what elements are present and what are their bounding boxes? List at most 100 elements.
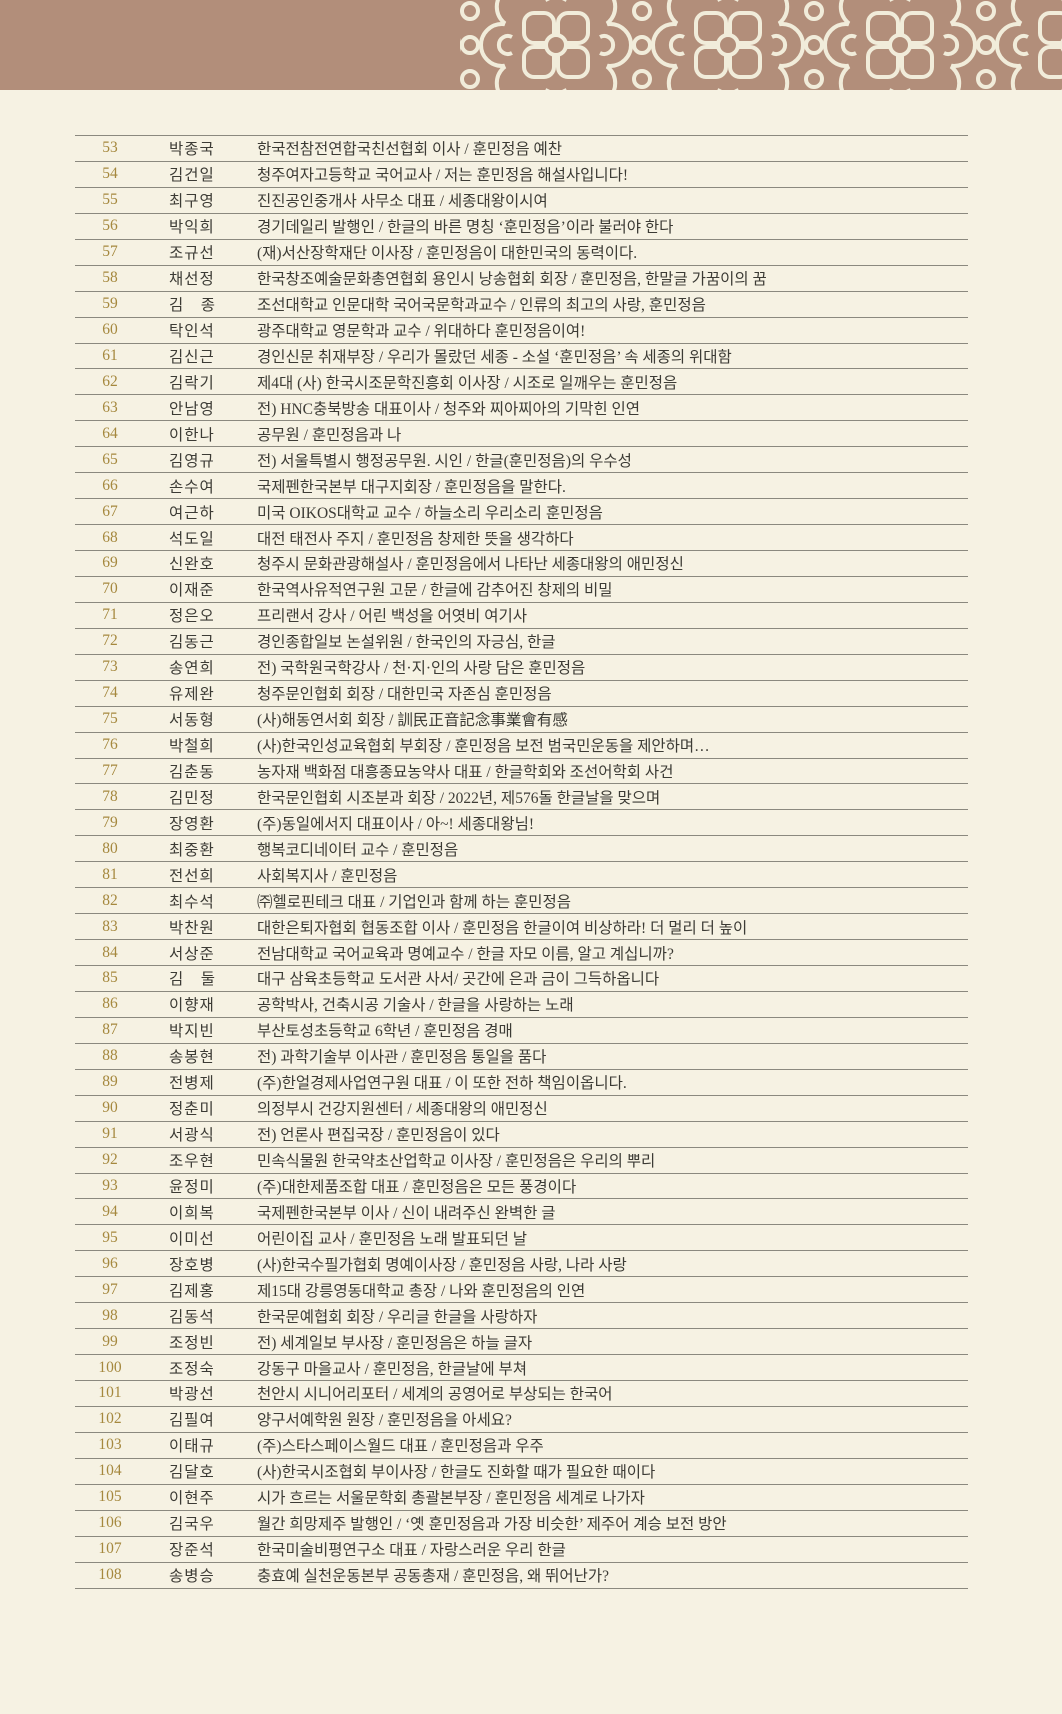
entry-number: 89 [102,1073,118,1091]
entry-name: 이희복 [169,1204,215,1222]
entry-name: 서상준 [169,945,215,963]
entry-description: 어린이집 교사 / 훈민정음 노래 발표되던 날 [257,1230,527,1248]
entry-name: 석도일 [169,530,215,548]
entry-description: 청주시 문화관광해설사 / 훈민정음에서 나타난 세종대왕의 애민정신 [257,556,684,574]
entry-description: (주)동일에서지 대표이사 / 아~! 세종대왕님! [257,815,534,833]
entry-name: 조규선 [169,245,215,263]
table-row: 103 이태규 (주)스타스페이스월드 대표 / 훈민정음과 우주 [75,1433,968,1459]
korean-cloud-medallion-icon [460,0,1062,90]
entry-description: 프리랜서 강사 / 어린 백성을 어엿비 여기사 [257,608,527,626]
entry-description: 한국문예협회 회장 / 우리글 한글을 사랑하자 [257,1308,538,1326]
entry-description: 한국창조예술문화총연협회 용인시 낭송협회 회장 / 훈민정음, 한말글 가꿈이… [257,271,767,289]
entry-description: 농자재 백화점 대흥종묘농약사 대표 / 한글학회와 조선어학회 사건 [257,763,674,781]
entry-name: 서동형 [169,712,215,730]
entry-number: 81 [102,865,118,883]
entry-name: 최수석 [169,893,215,911]
table-row: 96 장호병 (사)한국수필가협회 명예이사장 / 훈민정음 사랑, 나라 사랑 [75,1251,968,1278]
entry-number: 91 [102,1125,118,1143]
table-row: 94 이희복 국제펜한국본부 이사 / 신이 내려주신 완벽한 글 [75,1199,968,1226]
table-row: 53 박종국 한국전참전연합국친선협회 이사 / 훈민정음 예찬 [75,136,968,162]
table-row: 91 서광식 전) 언론사 편집국장 / 훈민정음이 있다 [75,1122,968,1148]
entry-number: 73 [102,658,118,676]
entry-name: 전병제 [169,1075,215,1093]
table-row: 66 손수여 국제펜한국본부 대구지회장 / 훈민정음을 말한다. [75,473,968,500]
entry-description: 제4대 (사) 한국시조문학진흥회 이사장 / 시조로 일깨우는 훈민정음 [257,374,678,392]
table-row: 71 정은오 프리랜서 강사 / 어린 백성을 어엿비 여기사 [75,603,968,629]
entry-number: 65 [102,450,118,468]
entry-name: 전선희 [169,867,215,885]
entry-name: 탁인석 [169,323,215,341]
entry-number: 93 [102,1176,118,1194]
entry-number: 74 [102,684,118,702]
table-row: 85 김 둘 대구 삼육초등학교 도서관 사서/ 곳간에 은과 금이 그득하옵니… [75,966,968,992]
entry-number: 96 [102,1254,118,1272]
entry-number: 54 [102,165,118,183]
entry-number: 62 [102,372,118,390]
entry-number: 100 [98,1358,122,1376]
table-row: 98 김동석 한국문예협회 회장 / 우리글 한글을 사랑하자 [75,1303,968,1330]
entry-description: 강동구 마을교사 / 훈민정음, 한글날에 부쳐 [257,1360,527,1378]
table-row: 56 박익희 경기데일리 발행인 / 한글의 바른 명칭 ‘훈민정음’이라 불러… [75,214,968,240]
entry-number: 102 [98,1410,122,1428]
entry-name: 박지빈 [169,1023,215,1041]
entry-number: 86 [102,995,118,1013]
entry-number: 97 [102,1280,118,1298]
entry-number: 94 [102,1202,118,1220]
table-row: 68 석도일 대전 태전사 주지 / 훈민정음 창제한 뜻을 생각하다 [75,525,968,551]
entry-number: 80 [102,839,118,857]
entry-number: 92 [102,1151,118,1169]
entry-description: (주)대한제품조합 대표 / 훈민정음은 모든 풍경이다 [257,1178,577,1196]
entry-name: 김영규 [169,452,215,470]
entry-name: 서광식 [169,1127,215,1145]
entry-name: 송연희 [169,660,215,678]
entry-name: 유제완 [169,686,215,704]
entry-number: 63 [102,398,118,416]
table-row: 60 탁인석 광주대학교 영문학과 교수 / 위대하다 훈민정음이여! [75,318,968,344]
table-row: 92 조우현 민속식물원 한국약초산업학교 이사장 / 훈민정음은 우리의 뿌리 [75,1148,968,1174]
contributor-table: 53 박종국 한국전참전연합국친선협회 이사 / 훈민정음 예찬 54 김건일 … [75,135,968,1589]
entry-number: 57 [102,243,118,261]
entry-description: 공학박사, 건축시공 기술사 / 한글을 사랑하는 노래 [257,997,574,1015]
entry-description: 광주대학교 영문학과 교수 / 위대하다 훈민정음이여! [257,323,586,341]
table-row: 105 이현주 시가 흐르는 서울문학회 총괄본부장 / 훈민정음 세계로 나가… [75,1485,968,1511]
entry-description: 대구 삼육초등학교 도서관 사서/ 곳간에 은과 금이 그득하옵니다 [257,971,660,989]
entry-description: 제15대 강릉영동대학교 총장 / 나와 훈민정음의 인연 [257,1282,586,1300]
entry-number: 79 [102,813,118,831]
entry-description: 민속식물원 한국약초산업학교 이사장 / 훈민정음은 우리의 뿌리 [257,1153,656,1171]
entry-number: 75 [102,710,118,728]
entry-description: 공무원 / 훈민정음과 나 [257,426,402,444]
entry-description: 미국 OIKOS대학교 교수 / 하늘소리 우리소리 훈민정음 [257,504,603,522]
entry-name: 송병승 [169,1568,215,1586]
table-row: 88 송봉현 전) 과학기술부 이사관 / 훈민정음 통일을 품다 [75,1044,968,1070]
entry-name: 김신근 [169,348,215,366]
entry-number: 59 [102,295,118,313]
entry-name: 김동근 [169,634,215,652]
entry-name: 박광선 [169,1386,215,1404]
entry-name: 이태규 [169,1438,215,1456]
table-row: 67 여근하 미국 OIKOS대학교 교수 / 하늘소리 우리소리 훈민정음 [75,499,968,526]
entry-number: 55 [102,191,118,209]
entry-name: 장호병 [169,1256,215,1274]
entry-number: 108 [98,1566,122,1584]
table-row: 84 서상준 전남대학교 국어교육과 명예교수 / 한글 자모 이름, 알고 계… [75,940,968,966]
entry-name: 정춘미 [169,1101,215,1119]
entry-number: 98 [102,1306,118,1324]
entry-description: 경인신문 취재부장 / 우리가 몰랐던 세종 - 소설 ‘훈민정음’ 속 세종의… [257,348,732,366]
entry-name: 정은오 [169,608,215,626]
entry-description: 양구서예학원 원장 / 훈민정음을 아세요? [257,1412,512,1430]
entry-description: 대한은퇴자협회 협동조합 이사 / 훈민정음 한글이여 비상하라! 더 멀리 더… [257,919,748,937]
entry-name: 안남영 [169,400,215,418]
entry-number: 87 [102,1021,118,1039]
table-row: 102 김필여 양구서예학원 원장 / 훈민정음을 아세요? [75,1407,968,1433]
table-row: 95 이미선 어린이집 교사 / 훈민정음 노래 발표되던 날 [75,1225,968,1252]
entry-name: 여근하 [169,504,215,522]
entry-number: 83 [102,917,118,935]
entry-description: 한국전참전연합국친선협회 이사 / 훈민정음 예찬 [257,141,563,159]
entry-number: 64 [102,424,118,442]
table-row: 64 이한나 공무원 / 훈민정음과 나 [75,421,968,448]
entry-number: 99 [102,1332,118,1350]
entry-description: 대전 태전사 주지 / 훈민정음 창제한 뜻을 생각하다 [257,530,574,548]
entry-name: 최중환 [169,841,215,859]
entry-description: (사)한국수필가협회 명예이사장 / 훈민정음 사랑, 나라 사랑 [257,1256,627,1274]
table-row: 101 박광선 천안시 시니어리포터 / 세계의 공영어로 부상되는 한국어 [75,1381,968,1407]
